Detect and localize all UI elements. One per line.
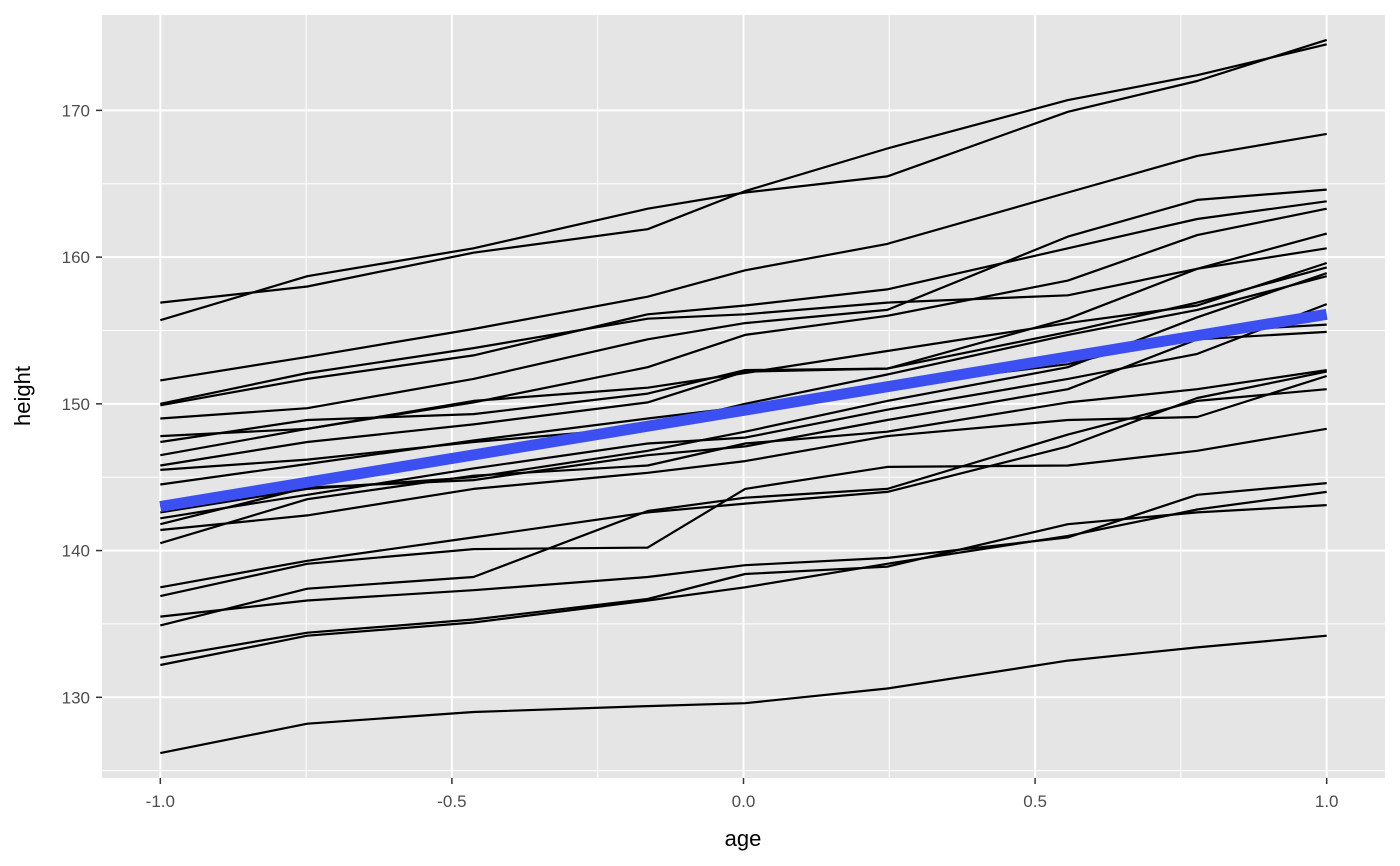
trend-line bbox=[159, 308, 1328, 512]
y-tick-label: 170 bbox=[62, 101, 90, 120]
series-line-16 bbox=[160, 330, 1327, 526]
series-line-3 bbox=[160, 132, 1327, 382]
series-line-1 bbox=[160, 43, 1327, 304]
series-line-2 bbox=[159, 38, 1328, 322]
series-line-20 bbox=[160, 427, 1327, 598]
series-line-23 bbox=[160, 504, 1327, 659]
series-lines bbox=[159, 38, 1328, 755]
x-axis-title: age bbox=[725, 826, 762, 851]
series-line-18 bbox=[159, 369, 1327, 545]
y-tick-label: 140 bbox=[62, 542, 90, 561]
x-tick-label: 0.0 bbox=[732, 792, 756, 811]
x-tick-label: 1.0 bbox=[1315, 792, 1339, 811]
series-line-24 bbox=[160, 490, 1327, 667]
series-line-17 bbox=[160, 374, 1328, 532]
y-tick-label: 160 bbox=[62, 248, 90, 267]
series-line-19 bbox=[160, 370, 1327, 589]
series-line-11 bbox=[160, 275, 1327, 471]
series-line-10 bbox=[160, 266, 1327, 467]
y-axis-ticks: 130 140 150 160 170 bbox=[62, 101, 102, 707]
y-tick-label: 150 bbox=[62, 395, 90, 414]
series-line-5 bbox=[160, 200, 1327, 407]
series-line-25 bbox=[160, 634, 1327, 755]
y-tick-label: 130 bbox=[62, 688, 90, 707]
grid-major bbox=[102, 15, 1385, 778]
x-tick-label: -0.5 bbox=[437, 792, 466, 811]
y-axis-title: height bbox=[10, 366, 35, 426]
trend-line-group bbox=[159, 308, 1328, 512]
x-tick-label: -1.0 bbox=[146, 792, 175, 811]
series-line-8 bbox=[160, 232, 1327, 444]
series-line-6 bbox=[160, 188, 1327, 420]
series-line-22 bbox=[160, 388, 1327, 627]
series-line-21 bbox=[160, 482, 1327, 618]
x-axis-ticks: -1.0 -0.5 0.0 0.5 1.0 bbox=[146, 778, 1339, 811]
series-line-4 bbox=[160, 247, 1327, 405]
x-tick-label: 0.5 bbox=[1023, 792, 1047, 811]
